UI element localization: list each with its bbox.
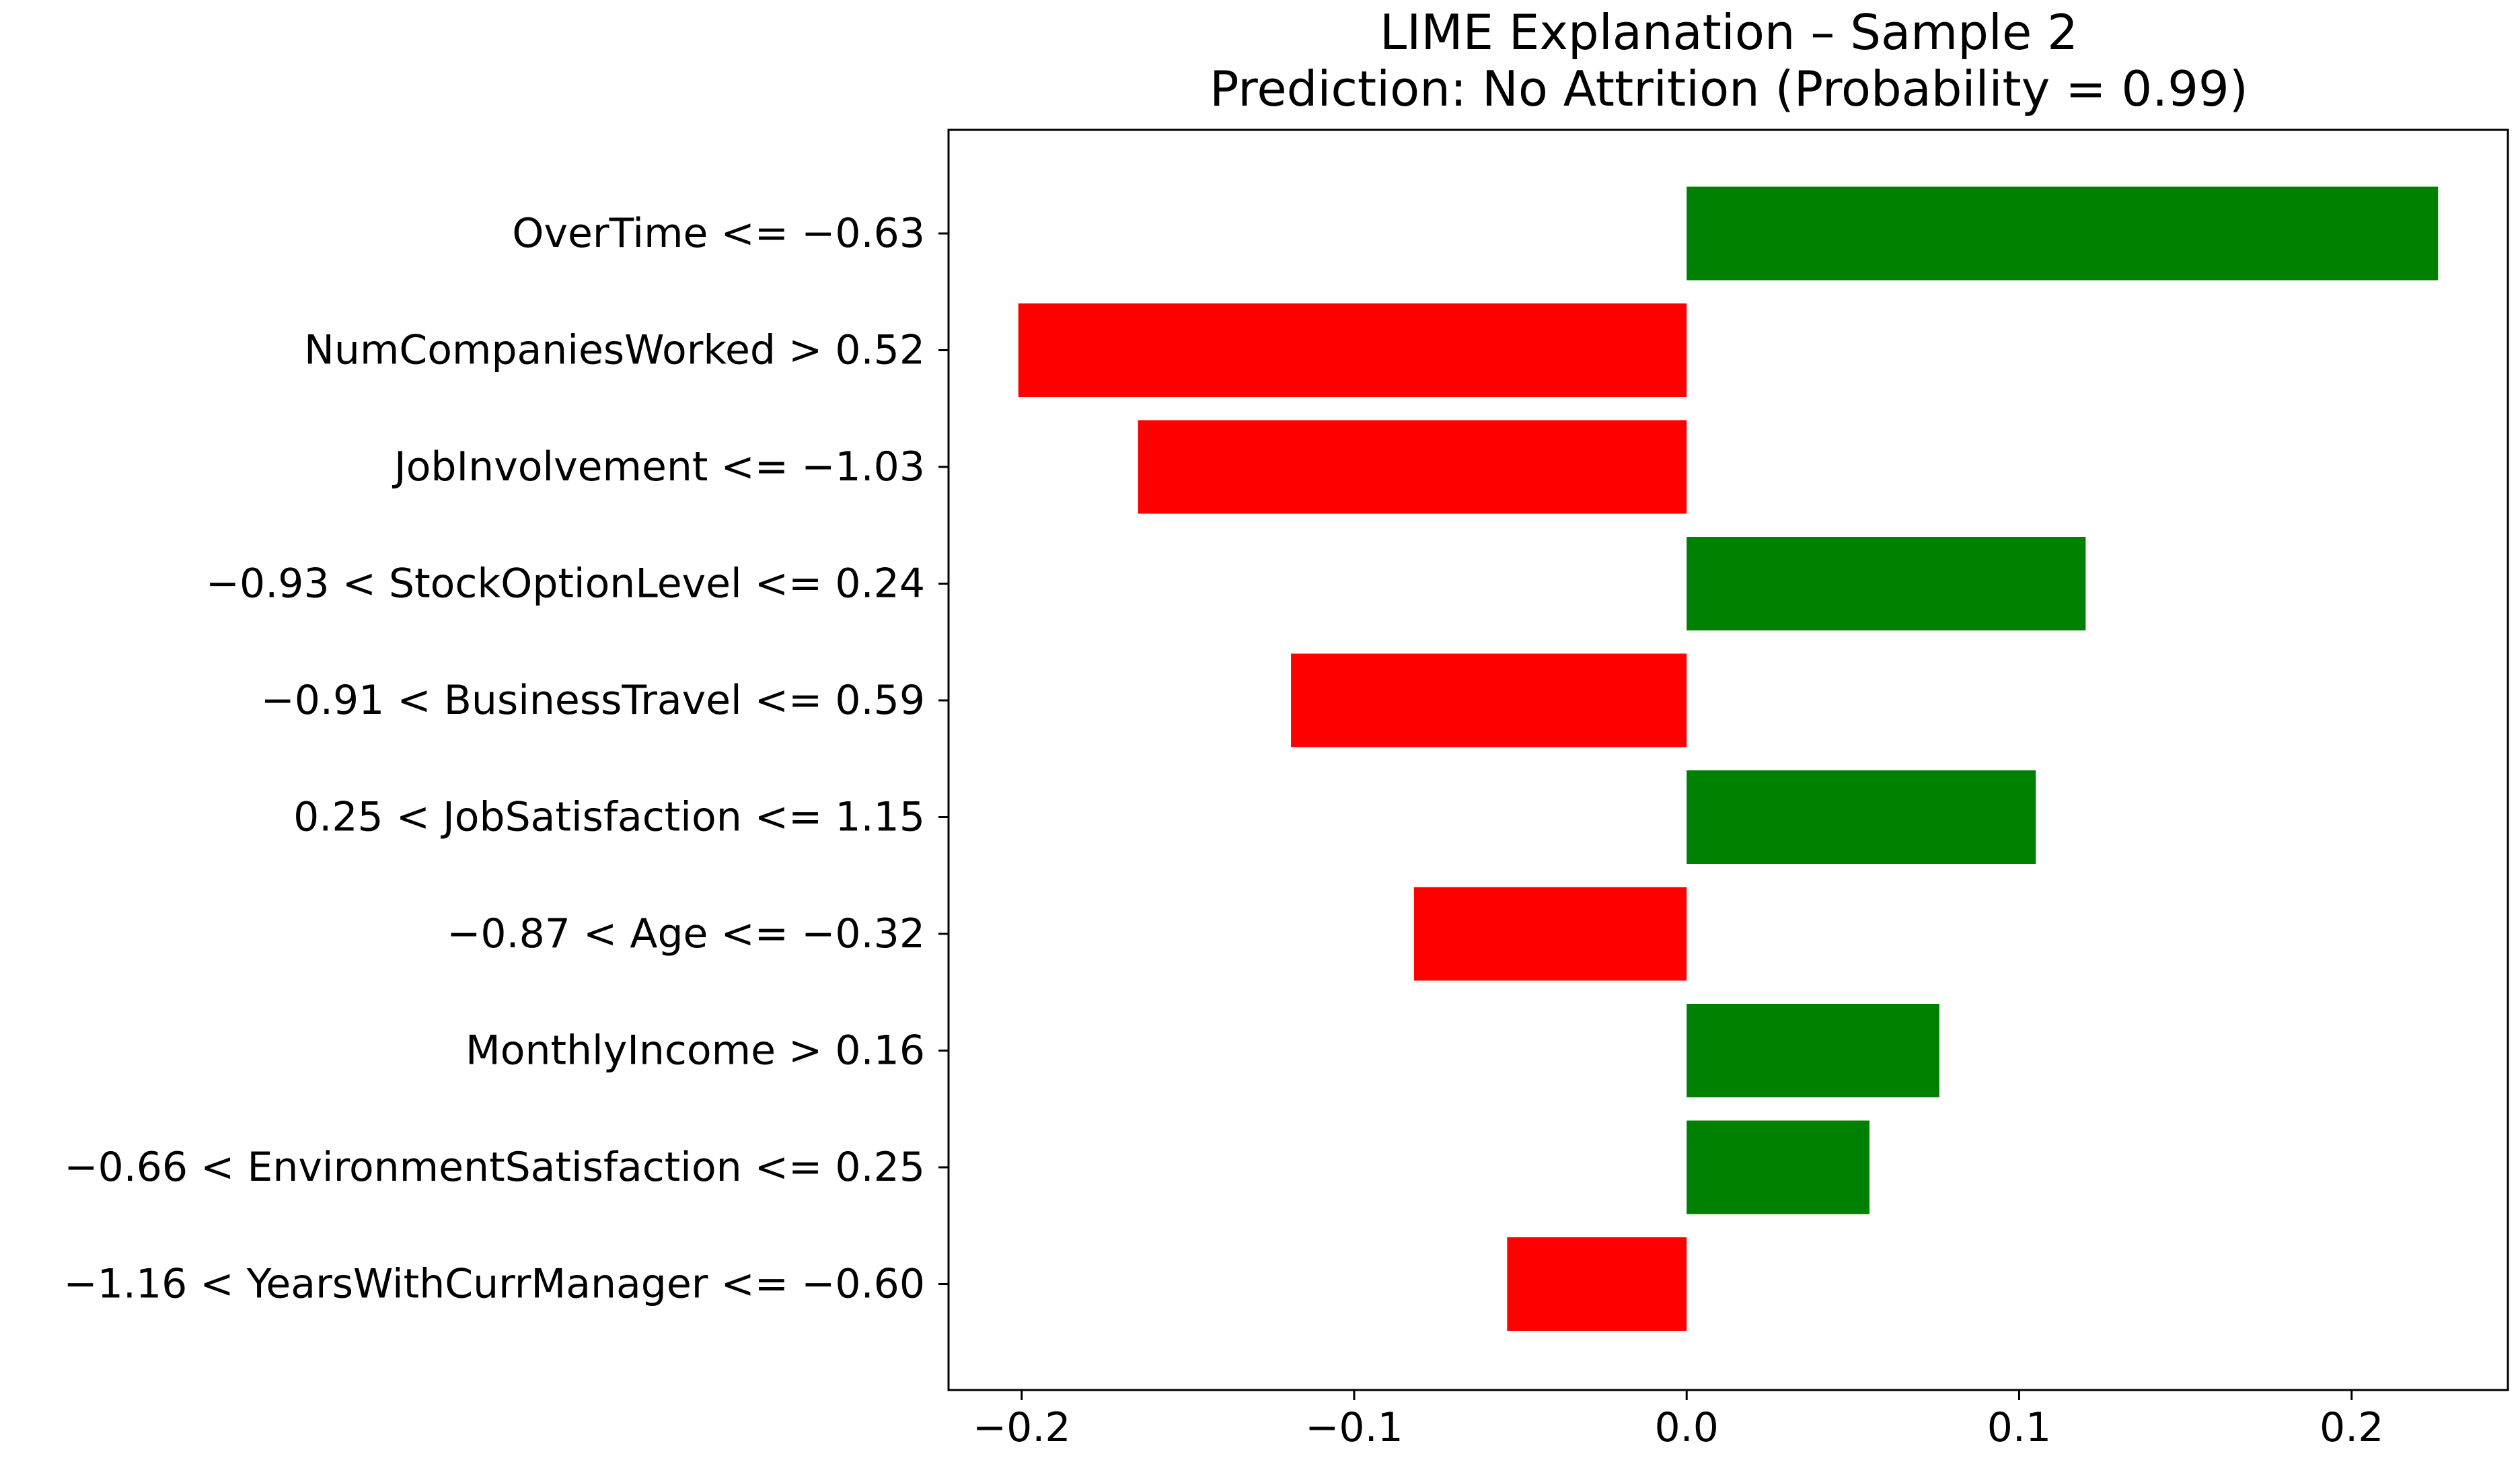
y-tick-label: MonthlyIncome > 0.16 <box>466 1027 925 1074</box>
y-tick-label: 0.25 < JobSatisfaction <= 1.15 <box>293 794 925 841</box>
x-tick-label: 0.2 <box>2320 1404 2383 1451</box>
y-tick-label: OverTime <= −0.63 <box>512 210 925 257</box>
bar-0-91-businesstravel-0-59 <box>1291 653 1687 747</box>
axes-frame <box>947 129 2509 1391</box>
y-tick-label: −0.66 < EnvironmentSatisfaction <= 0.25 <box>64 1144 925 1191</box>
chart-subtitle: Prediction: No Attrition (Probability = … <box>1210 61 2248 117</box>
y-tick-label: −0.93 < StockOptionLevel <= 0.24 <box>206 560 925 608</box>
bars-layer <box>1018 186 2439 1331</box>
bar-overtime-0-63 <box>1687 186 2439 281</box>
x-tick-label: 0.1 <box>1987 1404 2051 1451</box>
bar-0-93-stockoptionlevel-0-24 <box>1687 537 2086 630</box>
y-tick-label: −0.87 < Age <= −0.32 <box>447 910 925 957</box>
bar-0-66-environmentsatisfaction-0-25 <box>1687 1120 1870 1214</box>
x-axis-ticks: −0.2 −0.1 0.0 0.1 0.2 <box>973 1390 2383 1451</box>
y-tick-label: −0.91 < BusinessTravel <= 0.59 <box>260 677 925 724</box>
y-axis-ticks: OverTime <= −0.63 NumCompaniesWorked > 0.… <box>63 210 949 1308</box>
chart-title: LIME Explanation – Sample 2 <box>1380 4 2078 61</box>
bar-1-16-yearswithcurrmanager-0-60 <box>1507 1237 1687 1331</box>
bar-numcompaniesworked-0-52 <box>1018 303 1687 397</box>
y-tick-label: JobInvolvement <= −1.03 <box>392 443 925 490</box>
bar-0-25-jobsatisfaction-1-15 <box>1687 770 2036 864</box>
x-tick-label: −0.2 <box>973 1404 1071 1451</box>
y-tick-label: NumCompaniesWorked > 0.52 <box>304 327 925 374</box>
x-tick-label: −0.1 <box>1305 1404 1403 1451</box>
bar-monthlyincome-0-16 <box>1687 1004 1939 1097</box>
bar-0-87-age-0-32 <box>1413 887 1687 981</box>
bar-jobinvolvement-1-03 <box>1138 420 1687 514</box>
x-tick-label: 0.0 <box>1655 1404 1719 1451</box>
y-tick-label: −1.16 < YearsWithCurrManager <= −0.60 <box>63 1261 925 1308</box>
